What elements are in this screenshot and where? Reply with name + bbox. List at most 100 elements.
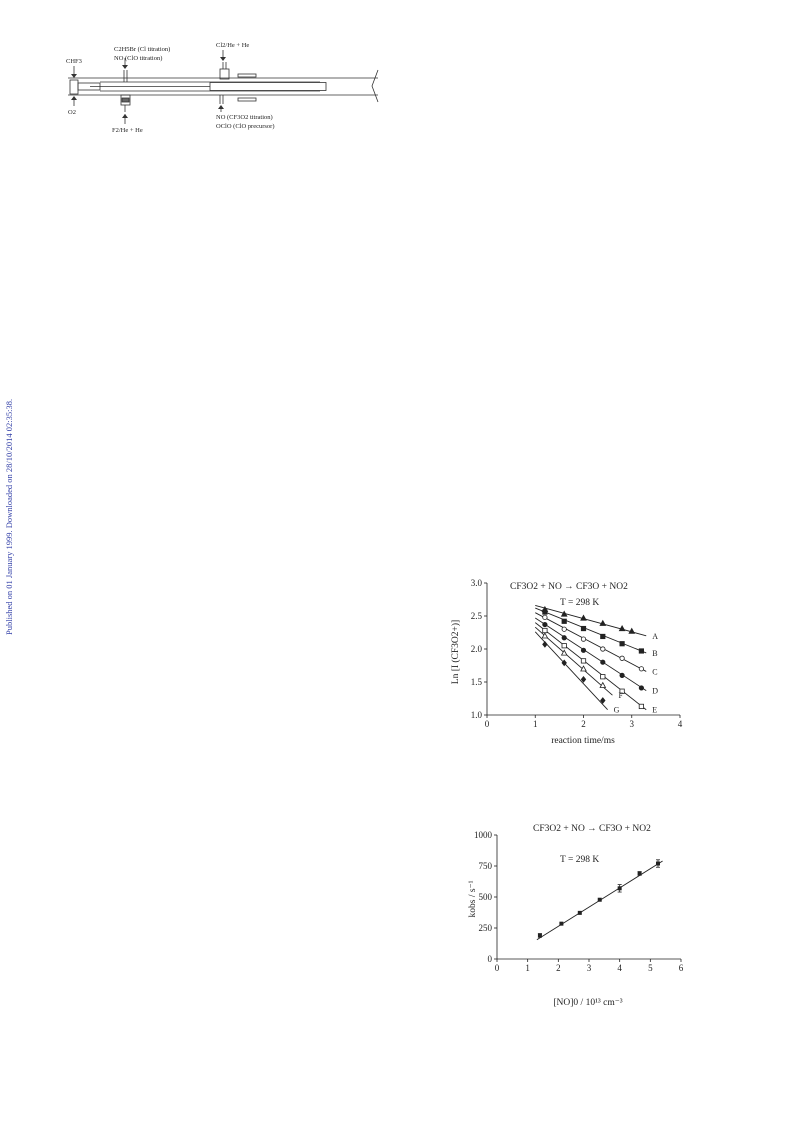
series-c-point (619, 655, 625, 661)
series-b-point (619, 641, 625, 647)
series-f-fit (534, 626, 613, 696)
series-e-label: E (652, 706, 657, 715)
chart2-point (559, 921, 564, 926)
series-b-point (600, 633, 606, 640)
series-e-point (561, 643, 567, 649)
apparatus-diagram: CHF3 O2 C2H5Br (Cl titration) NO (ClO ti… (66, 42, 379, 134)
chart2-annotation: T = 298 K (560, 855, 599, 865)
chart2-title: CF3O2 + NO → CF3O + NO2 (533, 824, 651, 834)
chart2-ytick-label: 0 (488, 954, 493, 964)
label-f2: F2/He + He (112, 127, 143, 134)
chart2-xlabel: [NO]0 / 10¹³ cm⁻³ (553, 998, 622, 1008)
chart1-ytick-label: 3.0 (471, 578, 483, 588)
ln-intensity-chart: CF3O2 + NO → CF3O + NO2 T = 298 K reacti… (450, 578, 683, 746)
label-cl2: Cl2/He + He (216, 42, 249, 49)
chart2-point (637, 871, 642, 876)
series-d-point (580, 647, 587, 653)
series-f-label: F (618, 691, 623, 700)
chart1-annotation: T = 298 K (560, 598, 599, 608)
chart1-xtick-label: 4 (678, 719, 683, 729)
chart2-ytick-label: 1000 (474, 830, 493, 840)
chart2-xtick-label: 4 (617, 963, 622, 973)
chart2-point (537, 933, 542, 938)
chart1-xtick-label: 1 (533, 719, 538, 729)
series-c-label: C (652, 667, 657, 676)
series-e-point (542, 627, 548, 634)
series-d-point (561, 635, 567, 641)
label-c2h5br: C2H5Br (Cl titration) (114, 46, 170, 53)
series-c-point (580, 636, 587, 642)
series-e-point (580, 658, 587, 664)
series-e-point (619, 688, 625, 694)
series-b-point (580, 625, 587, 632)
chart2-ylabel: kobs / s⁻¹ (468, 880, 478, 917)
chart1-ytick-label: 1.0 (471, 710, 483, 720)
chart1-ytick-label: 1.5 (471, 677, 483, 687)
chart2-ytick-label: 250 (479, 923, 493, 933)
series-g-label: G (614, 706, 620, 715)
series-g-point (580, 676, 587, 683)
chart1-title: CF3O2 + NO → CF3O + NO2 (510, 582, 628, 592)
chart1-xtick-label: 0 (485, 719, 490, 729)
series-c-point (561, 626, 567, 632)
chart1-ytick-label: 2.0 (471, 644, 483, 654)
chart1-ylabel: Ln [I (CF3O2+)] (450, 620, 461, 684)
series-b-point (542, 609, 548, 615)
chart2-xtick-label: 2 (556, 963, 561, 973)
series-e-fit (534, 622, 647, 711)
series-b-point (638, 648, 644, 654)
series-a-point (618, 625, 626, 632)
series-a-point (599, 619, 607, 626)
publication-note: Published on 01 January 1999. Downloaded… (4, 398, 14, 635)
series-e-point (638, 703, 644, 710)
series-f-point (541, 632, 549, 639)
series-c-fit (535, 612, 647, 672)
series-d-point (619, 672, 625, 679)
series-a-label: A (652, 632, 658, 641)
chart2-point (617, 886, 622, 891)
series-b-point (561, 618, 567, 624)
chart1-xtick-label: 3 (630, 719, 635, 729)
series-a-point (628, 627, 636, 634)
series-g-fit (534, 631, 608, 711)
series-e-point (600, 674, 606, 680)
series-c-point (542, 614, 548, 620)
chart1-xlabel: reaction time/ms (551, 736, 615, 746)
series-f-point (580, 665, 587, 672)
series-g-point (542, 641, 548, 648)
chart2-point (656, 861, 660, 866)
label-oclo: OClO (ClO precursor) (216, 123, 275, 130)
series-f-point (599, 681, 607, 688)
label-no-clo: NO (ClO titration) (114, 55, 162, 62)
label-chf3: CHF3 (66, 58, 82, 65)
label-o2: O2 (68, 109, 76, 116)
chart2-xtick-label: 1 (525, 963, 530, 973)
series-g-point (561, 659, 567, 667)
series-d-label: D (652, 687, 658, 696)
chart2-xtick-label: 3 (587, 963, 592, 973)
chart1-ytick-label: 2.5 (471, 611, 483, 621)
chart2-ytick-label: 500 (479, 892, 493, 902)
series-c-point (600, 646, 606, 652)
label-no-cf3o2: NO (CF3O2 titration) (216, 114, 273, 121)
kobs-chart: CF3O2 + NO → CF3O + NO2 T = 298 K [NO]0 … (468, 824, 684, 1008)
series-a-fit (535, 605, 647, 637)
chart2-ytick-label: 750 (479, 861, 493, 871)
chart1-xtick-label: 2 (581, 719, 586, 729)
side-note: Published on 01 January 1999. Downloaded… (2, 350, 22, 650)
series-c-point (638, 666, 644, 672)
chart2-point (597, 897, 602, 902)
chart2-xtick-label: 5 (648, 963, 653, 973)
series-b-fit (535, 607, 647, 654)
chart2-xtick-label: 6 (679, 963, 684, 973)
series-b-label: B (652, 649, 657, 658)
series-a-point (580, 614, 587, 621)
series-a-point (560, 610, 568, 617)
series-f-point (560, 649, 568, 656)
series-g-point (600, 697, 606, 704)
series-d-point (638, 685, 644, 691)
series-d-fit (535, 617, 647, 691)
series-d-point (600, 659, 606, 665)
chart2-xtick-label: 0 (495, 963, 500, 973)
series-d-point (542, 621, 548, 628)
